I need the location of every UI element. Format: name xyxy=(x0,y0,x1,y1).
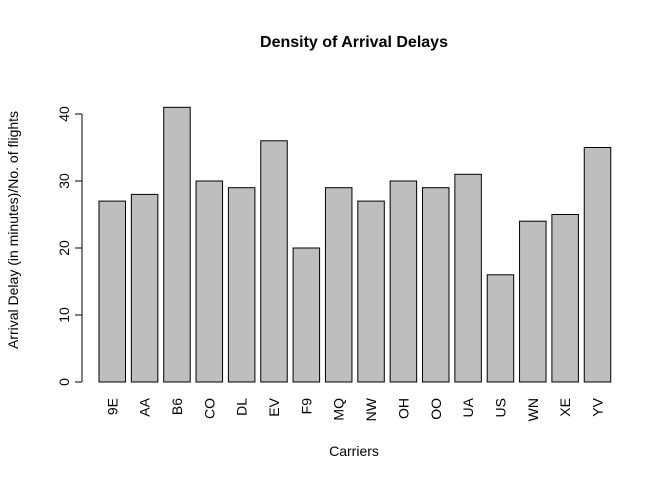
bar-ua xyxy=(454,173,482,383)
x-tick-label-ev: EV xyxy=(266,397,282,416)
x-tick-labels: 9E AA B6 CO DL EV F9 MQ NW OH OO UA US WN XE YV xyxy=(104,397,605,421)
bar-wn xyxy=(519,220,547,383)
bar-f9 xyxy=(292,247,321,383)
bar-mq xyxy=(324,187,353,383)
y-tick-label: 0 xyxy=(56,378,72,386)
x-tick-label-xe: XE xyxy=(557,398,573,417)
bar-us xyxy=(486,274,515,383)
x-tick-label-f9: F9 xyxy=(298,398,314,415)
x-tick-label-aa: AA xyxy=(137,397,153,416)
bar-oh xyxy=(389,180,418,383)
y-axis: 0 10 20 30 40 xyxy=(56,106,83,386)
x-tick-label-dl: DL xyxy=(234,398,250,416)
bar-aa xyxy=(130,193,159,383)
bar-yv xyxy=(583,147,612,383)
x-tick-label-mq: MQ xyxy=(331,398,347,421)
bar-dl xyxy=(227,187,256,383)
y-tick-label: 20 xyxy=(56,240,72,256)
x-tick-label-us: US xyxy=(492,398,508,417)
x-tick-label-9e: 9E xyxy=(104,398,120,415)
x-tick-label-wn: WN xyxy=(525,398,541,421)
y-tick-label: 10 xyxy=(56,307,72,323)
x-tick-label-nw: NW xyxy=(363,397,379,421)
x-tick-label-oh: OH xyxy=(395,398,411,419)
y-axis-label: Arrival Delay (in minutes)/No. of flight… xyxy=(5,111,21,349)
x-axis-label: Carriers xyxy=(329,443,379,459)
bar-nw xyxy=(357,200,385,383)
y-tick-label: 30 xyxy=(56,173,72,189)
x-tick-label-b6: B6 xyxy=(169,398,185,415)
bar-b6 xyxy=(163,106,191,383)
bar-oo xyxy=(422,187,450,383)
bar-9e xyxy=(98,200,126,383)
bar-ev xyxy=(260,140,288,383)
bar-xe xyxy=(551,214,579,383)
y-tick-label: 40 xyxy=(56,106,72,122)
x-tick-label-yv: YV xyxy=(590,397,606,416)
x-tick-label-oo: OO xyxy=(428,398,444,420)
bars xyxy=(98,106,612,383)
x-tick-label-co: CO xyxy=(201,398,217,419)
chart-title: Density of Arrival Delays xyxy=(260,34,448,51)
x-tick-label-ua: UA xyxy=(460,397,476,417)
bar-co xyxy=(195,180,224,383)
